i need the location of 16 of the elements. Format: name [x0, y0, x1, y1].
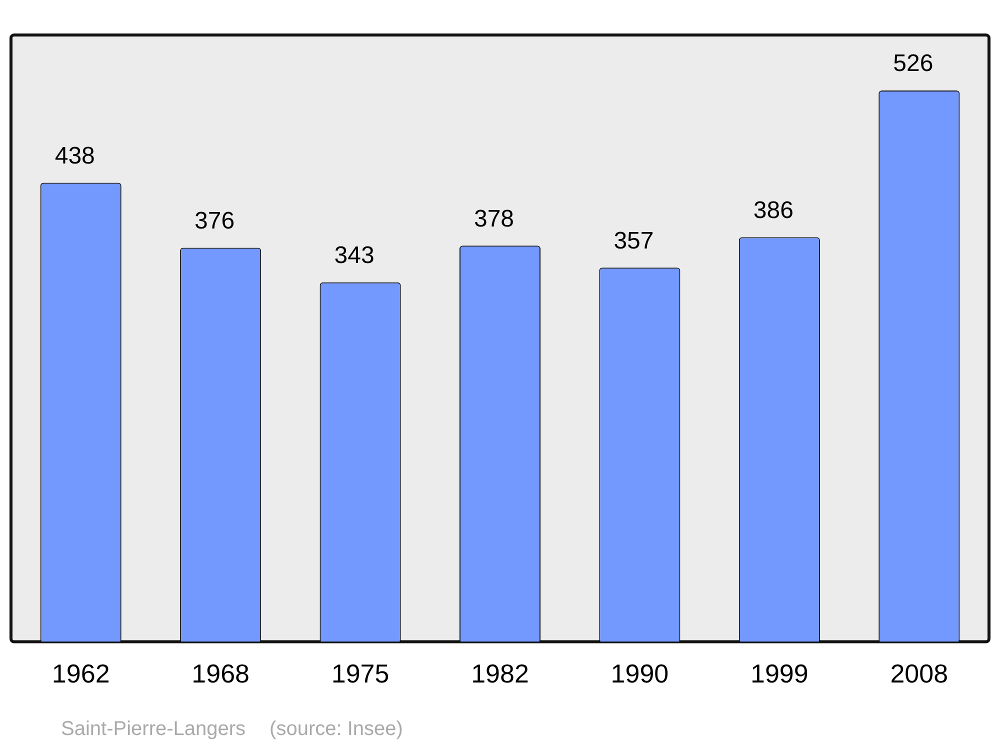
x-tick-label: 1962: [52, 658, 110, 689]
text: Saint-Pierre-Langers: [61, 718, 246, 741]
data-label: 386: [753, 196, 794, 224]
x-tick-label: 1990: [610, 658, 669, 689]
x-tick-label: 1982: [471, 658, 529, 689]
text: (source: Insee): [270, 718, 403, 741]
x-tick-label: 1968: [192, 658, 250, 689]
x-tick-label: 1999: [750, 658, 808, 689]
x-tick-label: 1975: [331, 658, 390, 689]
data-label: 526: [893, 50, 934, 78]
data-label: 357: [614, 227, 654, 254]
data-label: 438: [54, 142, 95, 170]
data-label: 378: [474, 205, 514, 232]
data-label: 376: [194, 207, 235, 234]
x-tick-label: 2008: [890, 658, 948, 689]
data-label: 343: [334, 242, 374, 269]
